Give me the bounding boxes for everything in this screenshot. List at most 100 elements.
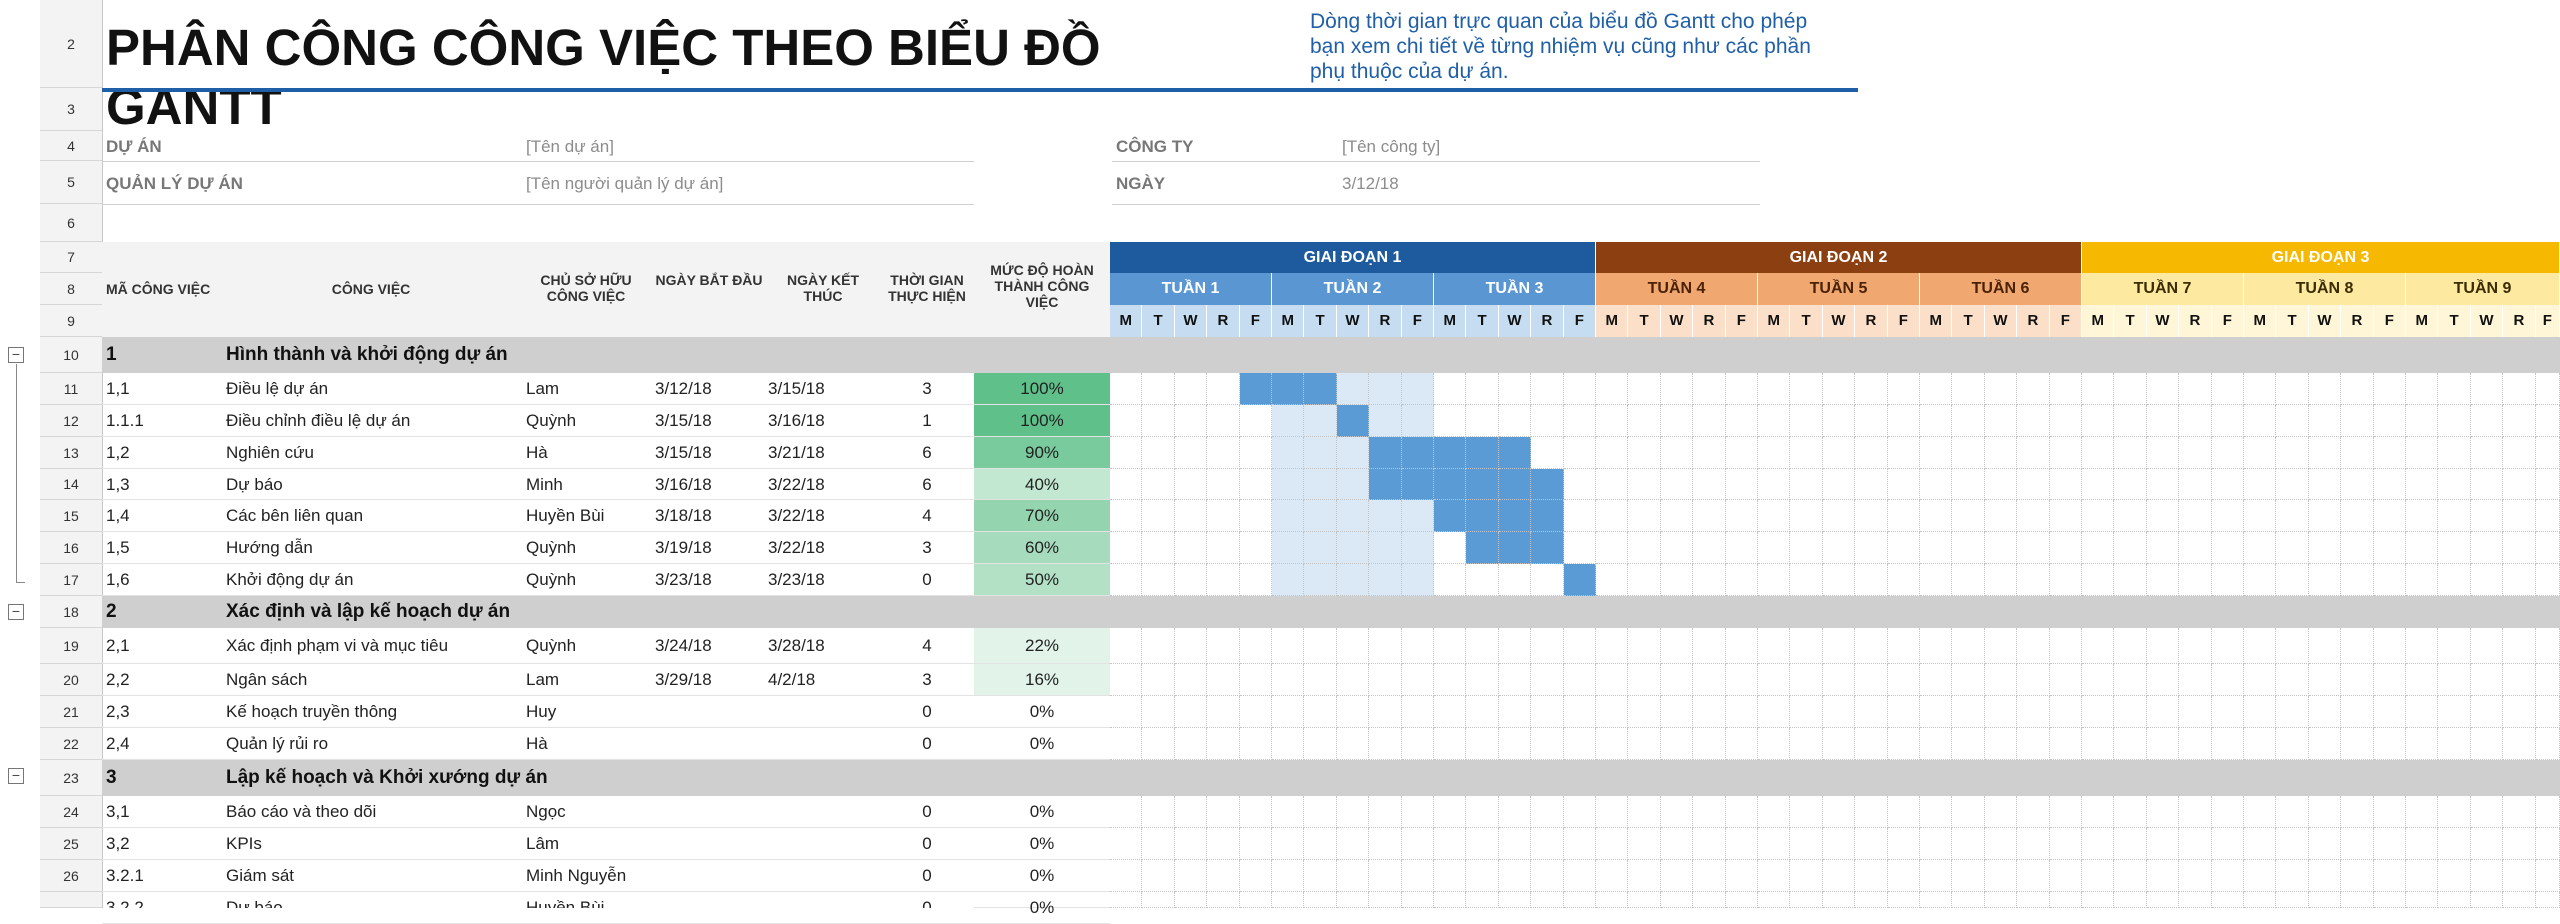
task-start-date[interactable] [655, 860, 765, 892]
task-start-date[interactable]: 3/23/18 [655, 570, 712, 589]
date-value[interactable]: 3/12/18 [1342, 174, 1399, 193]
task-name[interactable]: KPIs [226, 834, 262, 853]
task-duration[interactable]: 4 [922, 636, 932, 655]
task-name[interactable]: Nghiên cứu [226, 443, 314, 462]
task-end-date[interactable]: 3/16/18 [768, 411, 825, 430]
task-end-date[interactable] [768, 728, 878, 760]
task-complete[interactable]: 90% [974, 437, 1110, 469]
task-name[interactable]: Ngân sách [226, 670, 308, 689]
task-owner[interactable]: Huyền Bùi [526, 898, 605, 908]
task-id[interactable]: 3.2.2 [106, 898, 144, 908]
task-owner[interactable]: Huyền Bùi [526, 506, 605, 525]
task-owner[interactable]: Minh Nguyễn [526, 866, 627, 885]
task-owner[interactable]: Minh [526, 475, 563, 494]
task-duration[interactable]: 3 [922, 538, 932, 557]
task-duration[interactable]: 6 [922, 475, 932, 494]
task-owner[interactable]: Hà [526, 443, 548, 462]
task-name[interactable]: Khởi động dự án [226, 570, 354, 589]
task-duration[interactable]: 0 [922, 802, 932, 821]
task-end-date[interactable]: 3/22/18 [768, 538, 825, 557]
task-duration[interactable]: 0 [922, 866, 932, 885]
task-end-date[interactable]: 3/22/18 [768, 475, 825, 494]
task-owner[interactable]: Huy [526, 702, 557, 721]
task-duration[interactable]: 0 [922, 834, 932, 853]
task-owner[interactable]: Quỳnh [526, 538, 577, 557]
task-owner[interactable]: Hà [526, 734, 548, 753]
task-start-date[interactable]: 3/19/18 [655, 538, 712, 557]
task-complete[interactable]: 0% [974, 828, 1110, 860]
task-name[interactable]: Dự báo [226, 898, 283, 908]
collapse-group-button[interactable]: − [8, 604, 24, 620]
task-complete[interactable]: 40% [974, 469, 1110, 500]
task-id[interactable]: 1.1.1 [106, 411, 144, 430]
task-duration[interactable]: 0 [922, 702, 932, 721]
task-name[interactable]: Điều chỉnh điều lệ dự án [226, 411, 411, 430]
collapse-group-button[interactable]: − [8, 768, 24, 784]
task-complete[interactable]: 22% [974, 628, 1110, 664]
task-id[interactable]: 2,2 [106, 670, 130, 689]
task-name[interactable]: Dự báo [226, 475, 283, 494]
task-duration[interactable]: 6 [922, 443, 932, 462]
task-end-date[interactable]: 3/15/18 [768, 379, 825, 398]
task-end-date[interactable] [768, 696, 878, 728]
task-id[interactable]: 1,1 [106, 379, 130, 398]
task-owner[interactable]: Lam [526, 379, 560, 398]
task-start-date[interactable]: 3/12/18 [655, 379, 712, 398]
task-end-date[interactable] [768, 860, 878, 892]
task-id[interactable]: 3,2 [106, 834, 130, 853]
task-start-date[interactable] [655, 796, 765, 828]
task-id[interactable]: 2,3 [106, 702, 130, 721]
manager-value[interactable]: [Tên người quản lý dự án] [526, 174, 724, 193]
task-id[interactable]: 2,1 [106, 636, 130, 655]
task-name[interactable]: Xác định phạm vi và mục tiêu [226, 636, 449, 655]
task-duration[interactable]: 0 [922, 898, 932, 908]
task-duration[interactable]: 3 [922, 379, 932, 398]
task-complete[interactable]: 16% [974, 664, 1110, 696]
task-complete[interactable]: 60% [974, 532, 1110, 564]
task-end-date[interactable]: 3/21/18 [768, 443, 825, 462]
task-name[interactable]: Quản lý rủi ro [226, 734, 329, 753]
task-id[interactable]: 3,1 [106, 802, 130, 821]
task-start-date[interactable]: 3/15/18 [655, 411, 712, 430]
task-duration[interactable]: 0 [922, 570, 932, 589]
task-name[interactable]: Hướng dẫn [226, 538, 313, 557]
task-id[interactable]: 2,4 [106, 734, 130, 753]
task-complete[interactable]: 0% [974, 728, 1110, 760]
task-start-date[interactable]: 3/15/18 [655, 443, 712, 462]
task-duration[interactable]: 4 [922, 506, 932, 525]
task-complete[interactable]: 0% [974, 696, 1110, 728]
task-owner[interactable]: Quỳnh [526, 636, 577, 655]
task-complete[interactable]: 100% [974, 405, 1110, 437]
task-complete[interactable]: 0% [974, 892, 1110, 917]
task-end-date[interactable]: 3/28/18 [768, 636, 825, 655]
task-start-date[interactable]: 3/29/18 [655, 670, 712, 689]
task-start-date[interactable] [655, 892, 765, 908]
task-id[interactable]: 1,6 [106, 570, 130, 589]
task-owner[interactable]: Lam [526, 670, 560, 689]
task-duration[interactable]: 3 [922, 670, 932, 689]
task-id[interactable]: 1,3 [106, 475, 130, 494]
task-id[interactable]: 1,5 [106, 538, 130, 557]
task-name[interactable]: Giám sát [226, 866, 295, 885]
task-owner[interactable]: Lâm [526, 834, 560, 853]
task-complete[interactable]: 0% [974, 860, 1110, 892]
task-owner[interactable]: Ngọc [526, 802, 566, 821]
task-owner[interactable]: Quỳnh [526, 411, 577, 430]
task-end-date[interactable] [768, 828, 878, 860]
task-id[interactable]: 3.2.1 [106, 866, 144, 885]
task-start-date[interactable] [655, 728, 765, 760]
task-start-date[interactable]: 3/24/18 [655, 636, 712, 655]
collapse-group-button[interactable]: − [8, 347, 24, 363]
task-duration[interactable]: 1 [922, 411, 932, 430]
task-end-date[interactable] [768, 796, 878, 828]
task-id[interactable]: 1,2 [106, 443, 130, 462]
task-name[interactable]: Các bên liên quan [226, 506, 364, 525]
task-end-date[interactable]: 3/23/18 [768, 570, 825, 589]
company-value[interactable]: [Tên công ty] [1342, 137, 1441, 156]
task-id[interactable]: 1,4 [106, 506, 130, 525]
task-owner[interactable]: Quỳnh [526, 570, 577, 589]
project-value[interactable]: [Tên dự án] [526, 137, 614, 156]
task-start-date[interactable]: 3/16/18 [655, 475, 712, 494]
task-end-date[interactable]: 4/2/18 [768, 670, 816, 689]
task-name[interactable]: Điều lệ dự án [226, 379, 329, 398]
